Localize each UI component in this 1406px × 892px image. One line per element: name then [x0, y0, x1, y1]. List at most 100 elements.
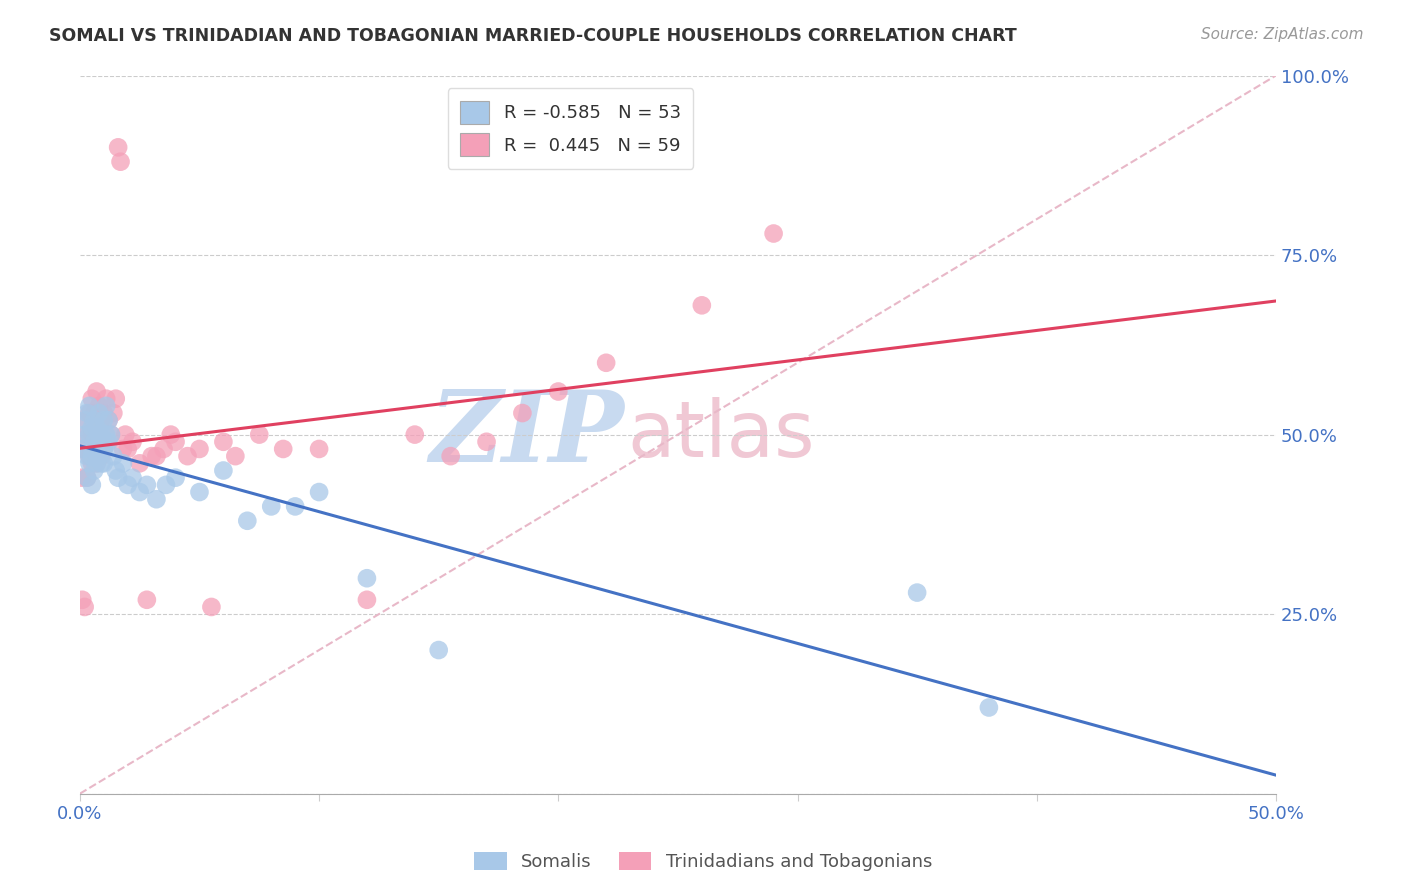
Point: [96, 392, 118, 406]
Point: [76, 471, 98, 485]
Point: [111, 456, 134, 470]
Point: [72, 471, 94, 485]
Point: [200, 599, 222, 614]
Point: [100, 427, 122, 442]
Point: [96, 427, 118, 442]
Point: [271, 442, 294, 456]
Point: [356, 592, 378, 607]
Point: [260, 500, 283, 514]
Point: [547, 384, 569, 399]
Point: [96, 434, 118, 449]
Point: [80, 456, 103, 470]
Point: [97, 413, 120, 427]
Point: [356, 571, 378, 585]
Point: [128, 485, 150, 500]
Point: [404, 427, 426, 442]
Point: [165, 471, 187, 485]
Point: [135, 592, 157, 607]
Point: [90, 449, 112, 463]
Point: [79, 449, 101, 463]
Point: [107, 471, 129, 485]
Point: [90, 456, 112, 470]
Point: [93, 456, 115, 470]
Point: [96, 399, 118, 413]
Point: [79, 399, 101, 413]
Point: [145, 449, 167, 463]
Point: [247, 427, 270, 442]
Point: [103, 406, 125, 420]
Point: [80, 427, 103, 442]
Point: [73, 413, 96, 427]
Point: [97, 413, 120, 427]
Point: [128, 456, 150, 470]
Point: [86, 384, 108, 399]
Point: [76, 413, 98, 427]
Point: [512, 406, 534, 420]
Point: [111, 442, 134, 456]
Point: [93, 413, 115, 427]
Point: [90, 427, 112, 442]
Point: [475, 434, 498, 449]
Point: [83, 413, 105, 427]
Point: [145, 492, 167, 507]
Point: [90, 413, 112, 427]
Point: [73, 442, 96, 456]
Point: [141, 449, 163, 463]
Point: [905, 585, 928, 599]
Point: [86, 420, 108, 434]
Point: [73, 427, 96, 442]
Point: [159, 427, 181, 442]
Legend: Somalis, Trinidadians and Tobagonians: Somalis, Trinidadians and Tobagonians: [467, 845, 939, 879]
Point: [86, 442, 108, 456]
Point: [93, 406, 115, 420]
Point: [236, 514, 259, 528]
Point: [440, 449, 463, 463]
Point: [308, 442, 330, 456]
Point: [155, 478, 177, 492]
Point: [76, 449, 98, 463]
Text: atlas: atlas: [627, 397, 815, 473]
Point: [977, 700, 1000, 714]
Point: [176, 449, 198, 463]
Point: [76, 427, 98, 442]
Point: [100, 427, 122, 442]
Point: [121, 434, 143, 449]
Point: [87, 449, 110, 463]
Point: [80, 449, 103, 463]
Point: [165, 434, 187, 449]
Point: [87, 399, 110, 413]
Point: [76, 471, 98, 485]
Point: [188, 485, 211, 500]
Point: [80, 420, 103, 434]
Point: [86, 413, 108, 427]
Point: [114, 427, 136, 442]
Text: Source: ZipAtlas.com: Source: ZipAtlas.com: [1201, 27, 1364, 42]
Point: [284, 500, 307, 514]
Point: [103, 449, 125, 463]
Point: [83, 442, 105, 456]
Point: [762, 227, 785, 241]
Point: [87, 427, 110, 442]
Text: SOMALI VS TRINIDADIAN AND TOBAGONIAN MARRIED-COUPLE HOUSEHOLDS CORRELATION CHART: SOMALI VS TRINIDADIAN AND TOBAGONIAN MAR…: [49, 27, 1017, 45]
Point: [73, 599, 96, 614]
Point: [87, 406, 110, 420]
Point: [121, 471, 143, 485]
Point: [83, 434, 105, 449]
Point: [107, 140, 129, 154]
Point: [87, 427, 110, 442]
Point: [72, 592, 94, 607]
Point: [83, 463, 105, 477]
Point: [97, 434, 120, 449]
Point: [117, 442, 139, 456]
Point: [104, 392, 127, 406]
Point: [83, 406, 105, 420]
Point: [595, 356, 617, 370]
Point: [117, 478, 139, 492]
Point: [427, 643, 450, 657]
Point: [188, 442, 211, 456]
Point: [80, 442, 103, 456]
Point: [152, 442, 174, 456]
Point: [93, 442, 115, 456]
Point: [86, 456, 108, 470]
Point: [80, 478, 103, 492]
